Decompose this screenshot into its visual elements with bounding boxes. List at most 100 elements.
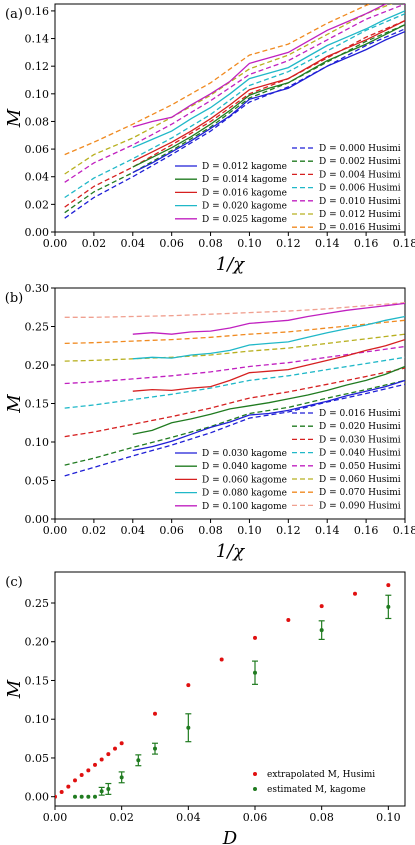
series-line: [132, 10, 405, 149]
x-tick-label: 0.12: [276, 237, 301, 250]
data-point: [59, 790, 64, 795]
data-point: [106, 786, 111, 791]
y-tick-label: 0.16: [25, 5, 50, 18]
series-line: [64, 333, 405, 362]
legend-label: D = 0.070 Husimi: [319, 488, 401, 498]
legend-marker: [253, 787, 257, 791]
legend-label: estimated M, kagome: [267, 785, 366, 795]
plot-frame: [54, 3, 406, 233]
series-line: [64, 356, 405, 409]
series-line: [64, 4, 393, 175]
y-tick-label: 0.05: [25, 475, 50, 488]
legend-label: D = 0.014 kagome: [202, 175, 287, 185]
data-point: [286, 618, 291, 623]
y-tick-label: 0.08: [25, 115, 50, 128]
data-point: [386, 604, 391, 609]
series-line: [64, 367, 405, 438]
series-line: [132, 20, 405, 163]
x-tick-label: 0.06: [243, 811, 268, 824]
data-point: [93, 794, 97, 799]
y-axis-title: M: [4, 108, 25, 128]
data-point: [186, 683, 191, 688]
x-axis-title: D: [222, 828, 238, 845]
data-point: [253, 670, 257, 675]
series-line: [64, 4, 372, 156]
y-tick-label: 0.20: [25, 636, 50, 649]
panel-a: 0.00 0.02 0.04 0.06 0.08 0.10 0.12 0.14 0.16 0.18…: [4, 3, 415, 275]
x-tick-label: 0.18: [393, 237, 415, 250]
y-tick-label: 0.10: [25, 436, 50, 449]
data-point: [386, 583, 391, 588]
data-point: [136, 758, 141, 763]
x-tick-label: 0.00: [43, 811, 68, 824]
y-tick-label: 0.25: [25, 321, 50, 334]
y-tick-label: 0.30: [25, 282, 50, 295]
series-line: [132, 31, 405, 174]
x-tick-label: 0.08: [198, 524, 223, 537]
data-point: [153, 746, 157, 751]
y-tick-label: 0.00: [25, 791, 50, 804]
legend-label: D = 0.016 Husimi: [319, 409, 401, 419]
y-tick-label: 0.02: [25, 198, 50, 211]
series-line: [132, 302, 405, 335]
data-point: [99, 757, 104, 762]
plot-area: [55, 583, 392, 799]
y-tick-label: 0.04: [25, 171, 50, 184]
legend-label: D = 0.006 Husimi: [319, 184, 401, 194]
data-point: [319, 628, 324, 633]
y-tick-label: 0.15: [25, 398, 50, 411]
legend-label: D = 0.004 Husimi: [319, 170, 401, 180]
y-tick-label: 0.15: [25, 674, 50, 687]
x-tick-label: 0.16: [354, 524, 379, 537]
legend-label: extrapolated M, Husimi: [267, 770, 375, 780]
legend-label: D = 0.060 Husimi: [319, 475, 401, 485]
legend-label: D = 0.012 kagome: [202, 162, 287, 172]
x-tick-label: 0.06: [159, 524, 184, 537]
data-point: [113, 746, 117, 751]
x-axis-title: 1/χ: [216, 541, 246, 562]
series-line: [132, 365, 405, 435]
series-line: [64, 301, 405, 318]
legend-label: D = 0.010 Husimi: [319, 197, 401, 207]
series-line: [64, 379, 405, 466]
y-axis-title: M: [4, 679, 25, 699]
x-tick-label: 0.02: [82, 524, 107, 537]
legend-label: D = 0.050 Husimi: [319, 462, 401, 472]
x-tick-label: 0.02: [82, 237, 107, 250]
series-line: [64, 383, 405, 477]
x-tick-label: 0.00: [43, 237, 68, 250]
y-tick-label: 0.14: [25, 33, 50, 46]
legend-label: D = 0.020 kagome: [202, 202, 287, 212]
data-point: [73, 794, 77, 799]
x-tick-label: 0.04: [121, 237, 146, 250]
y-tick-label: 0.25: [25, 597, 50, 610]
data-point: [55, 794, 57, 799]
x-tick-label: 0.12: [276, 524, 301, 537]
legend-label: D = 0.040 Husimi: [319, 449, 401, 459]
series-line: [132, 24, 405, 168]
data-point: [153, 711, 157, 716]
y-tick-label: 0.12: [25, 60, 50, 73]
x-tick-label: 0.08: [198, 237, 223, 250]
series-line: [132, 338, 405, 392]
x-axis-title: 1/χ: [216, 254, 246, 275]
data-point: [66, 784, 71, 789]
series-line: [64, 319, 405, 345]
series-line: [64, 13, 405, 199]
legend-label: D = 0.100 kagome: [202, 502, 287, 512]
x-tick-label: 0.04: [176, 811, 201, 824]
legend-label: D = 0.000 Husimi: [319, 144, 401, 154]
data-point: [86, 768, 91, 773]
legend-label: D = 0.020 Husimi: [319, 422, 401, 432]
y-axis-title: M: [4, 394, 25, 414]
x-tick-label: 0.16: [354, 237, 379, 250]
x-tick-label: 0.10: [376, 811, 401, 824]
series-line: [132, 315, 405, 360]
panel-b: 0.00 0.02 0.04 0.06 0.08 0.10 0.12 0.14 0.16 0.18…: [4, 282, 415, 562]
legend-marker: [253, 772, 257, 776]
panel-c: 0.00 0.02 0.04 0.06 0.08 0.10 0.00 0.05 0.10 0.15…: [4, 571, 406, 845]
y-tick-label: 0.10: [25, 713, 50, 726]
legend-label: D = 0.040 kagome: [202, 462, 287, 472]
plot-frame: [54, 571, 406, 807]
series-line: [64, 24, 405, 214]
